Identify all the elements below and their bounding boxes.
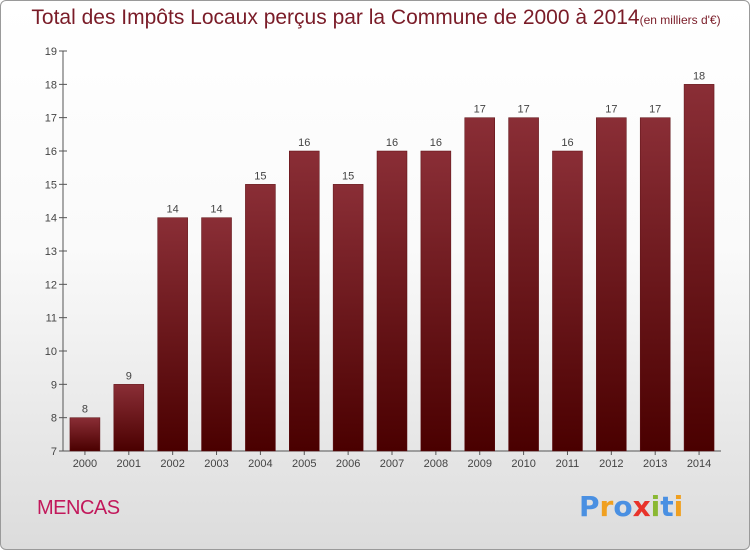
y-tick-label: 18 [45, 79, 57, 91]
bar-2004 [245, 184, 276, 452]
data-label-2009: 17 [474, 104, 486, 116]
logo-letter: i [673, 490, 684, 523]
x-tick-label-2014: 2014 [687, 458, 711, 470]
x-tick-label-2009: 2009 [467, 458, 491, 470]
data-label-2001: 9 [126, 370, 132, 382]
data-label-2010: 17 [517, 104, 529, 116]
logo-letter: x [632, 490, 651, 523]
y-tick-label: 16 [45, 146, 57, 158]
bar-2010 [508, 117, 539, 452]
x-tick-label-2003: 2003 [204, 458, 228, 470]
x-tick-label-2006: 2006 [336, 458, 360, 470]
data-label-2003: 14 [210, 204, 222, 216]
bar-2014 [683, 84, 715, 452]
x-tick-label-2001: 2001 [117, 458, 141, 470]
y-tick-label: 19 [45, 46, 57, 58]
bar-2001 [113, 384, 145, 452]
y-tick-label: 15 [45, 179, 57, 191]
y-axis: 7 8 9 10 11 12 13 14 15 16 17 18 19 [45, 46, 67, 458]
data-label-2014: 18 [693, 70, 705, 82]
x-tick-label-2010: 2010 [511, 458, 535, 470]
logo-letter: P [579, 490, 600, 523]
x-tick-label-2011: 2011 [556, 458, 580, 470]
data-label-2000: 8 [82, 404, 88, 416]
chart-title-block: Total des Impôts Locaux perçus par la Co… [1, 6, 749, 30]
x-tick-label-2005: 2005 [292, 458, 316, 470]
bar-2005 [289, 150, 320, 452]
x-tick-label-2002: 2002 [160, 458, 184, 470]
bars: 8 9 14 14 15 16 15 16 16 17 17 16 17 17 18 [69, 70, 715, 452]
x-tick-label-2000: 2000 [73, 458, 97, 470]
data-label-2008: 16 [430, 137, 442, 149]
y-tick-label: 8 [51, 413, 57, 425]
x-tick-label-2004: 2004 [248, 458, 272, 470]
y-tick-label: 12 [45, 279, 57, 291]
y-tick-label: 7 [51, 446, 57, 458]
y-tick-label: 11 [46, 313, 57, 325]
bar-2006 [332, 184, 364, 452]
bar-2003 [201, 217, 232, 452]
data-label-2007: 16 [386, 137, 398, 149]
bar-2012 [596, 117, 627, 452]
bar-2000 [69, 417, 101, 452]
y-tick-label: 10 [45, 346, 57, 358]
data-label-2002: 14 [167, 204, 179, 216]
data-label-2011: 16 [561, 137, 573, 149]
y-tick-label: 17 [45, 113, 57, 125]
bar-2002 [157, 217, 188, 452]
x-tick-label-2008: 2008 [424, 458, 448, 470]
x-tick-label-2012: 2012 [599, 458, 623, 470]
logo-letter: i [650, 490, 661, 523]
logo-letter: r [599, 490, 614, 523]
bar-2013 [639, 117, 671, 452]
bar-2007 [376, 150, 408, 452]
y-tick-label: 14 [45, 213, 57, 225]
bar-2009 [464, 117, 495, 452]
x-axis: 2000 2001 2002 2003 2004 2005 2006 2007 2008 2009… [63, 450, 721, 470]
x-tick-label-2013: 2013 [643, 458, 667, 470]
commune-name: MENCAS [37, 497, 120, 519]
y-tick-label: 13 [45, 246, 57, 258]
data-label-2012: 17 [605, 104, 617, 116]
data-label-2013: 17 [649, 104, 661, 116]
data-label-2004: 15 [254, 170, 266, 182]
y-tick-label: 9 [51, 379, 57, 391]
chart-title: Total des Impôts Locaux perçus par la Co… [31, 6, 640, 29]
logo-letter: o [613, 490, 633, 523]
logo-letter: t [660, 490, 674, 523]
x-tick-label-2007: 2007 [380, 458, 404, 470]
data-label-2005: 16 [298, 137, 310, 149]
proxiti-logo[interactable]: Proxiti [579, 490, 683, 523]
bar-2011 [552, 150, 583, 452]
bar-2008 [420, 150, 452, 452]
chart-unit-note: (en milliers d'€) [639, 13, 721, 27]
data-label-2006: 15 [342, 170, 354, 182]
